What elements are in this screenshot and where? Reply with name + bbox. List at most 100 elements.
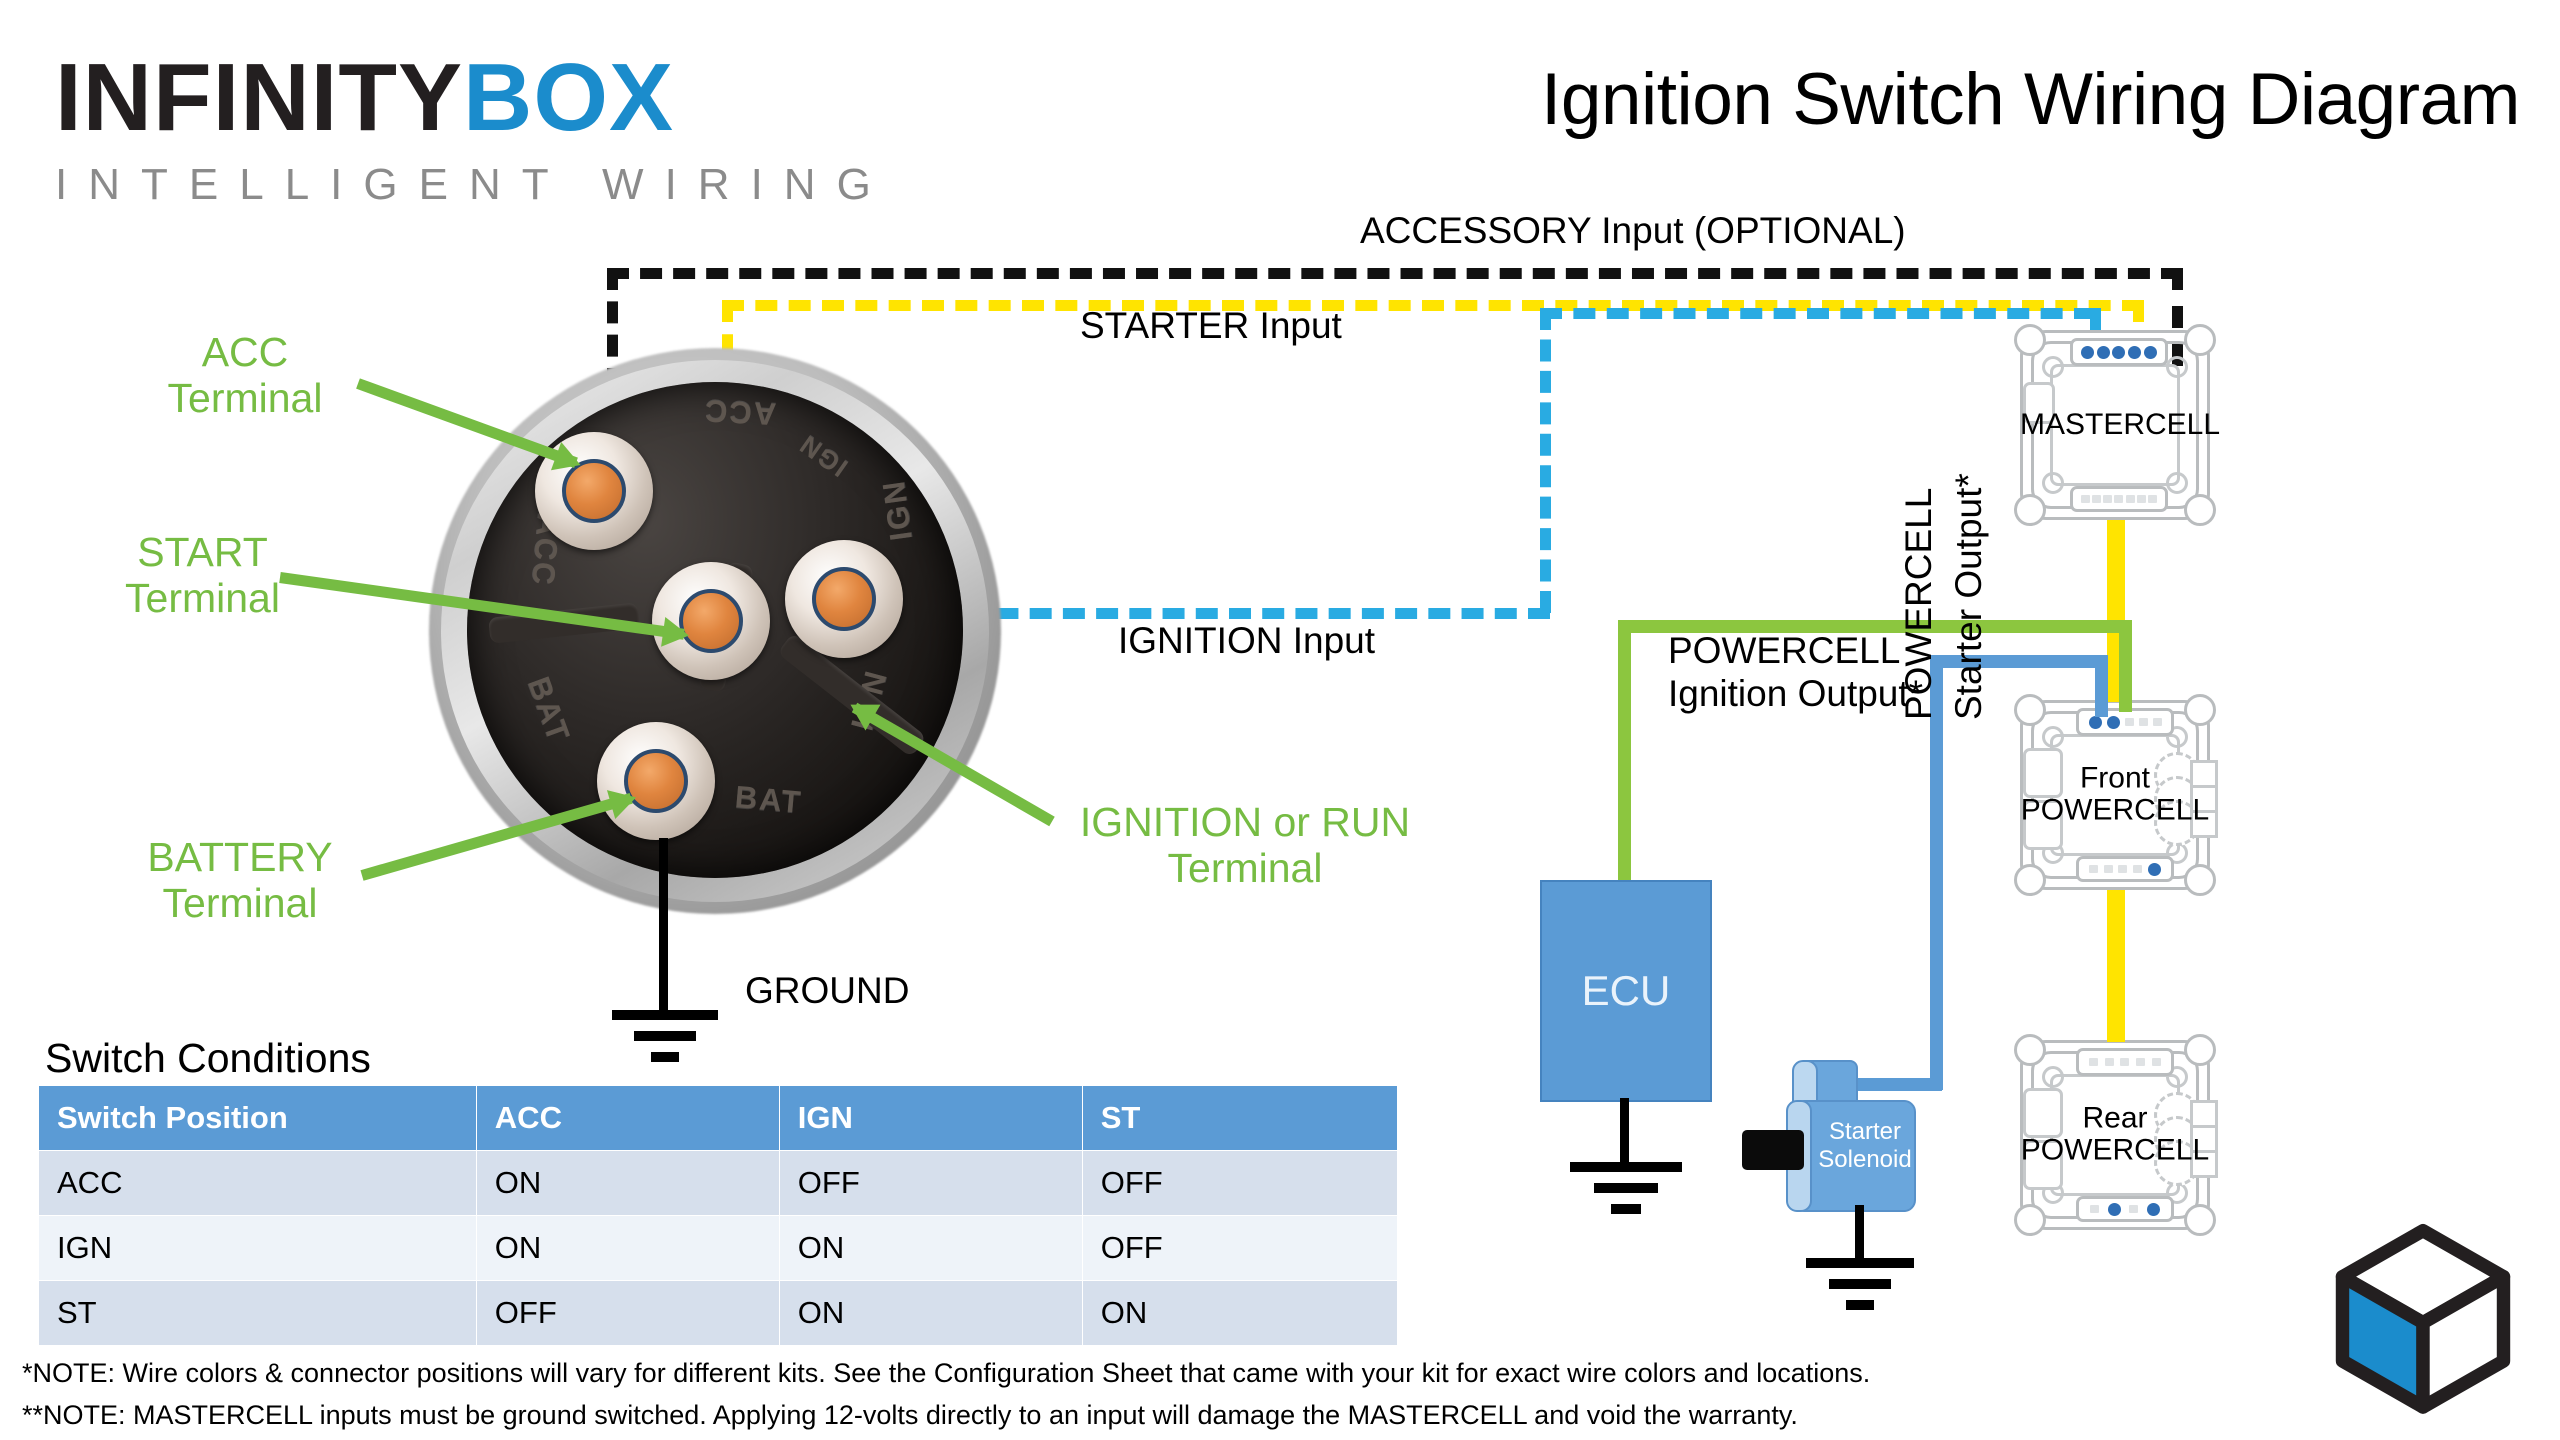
- rear-powercell-tab-3: [2190, 1150, 2218, 1178]
- rear-powercell-output-connector: [2076, 1196, 2174, 1222]
- front-powercell-screw-tr: [2166, 726, 2188, 748]
- emboss-bat-left: BAT: [521, 672, 578, 748]
- rear-powercell-label-l2: POWERCELL: [2020, 1134, 2210, 1167]
- ground-label: GROUND: [745, 970, 910, 1011]
- ignition-run-terminal-callout: IGNITION or RUN Terminal: [1060, 799, 1430, 892]
- ignition-output-wire-horizontal: [1618, 620, 2132, 633]
- front-powercell-ear-br: [2184, 864, 2216, 896]
- terminal-battery: [597, 722, 715, 840]
- table-cell: IGN: [38, 1215, 477, 1281]
- table-header-switch-position: Switch Position: [38, 1085, 477, 1151]
- ignition-output-wire-left-vertical: [1618, 620, 1631, 888]
- network-cable-front-to-rear: [2107, 890, 2125, 1042]
- footnote-mastercell: **NOTE: MASTERCELL inputs must be ground…: [22, 1400, 1798, 1430]
- table-row: IGN ON ON OFF: [38, 1215, 1399, 1281]
- table-header-acc: ACC: [475, 1085, 780, 1151]
- accessory-wire-horizontal: [607, 268, 2183, 279]
- switch-ground-wire: [659, 838, 668, 1016]
- starter-output-wire-top: [1930, 655, 2108, 668]
- rear-powercell-ear-tr: [2184, 1034, 2216, 1066]
- ignition-output-wire-right-vertical: [2119, 620, 2132, 712]
- starter-solenoid: Starter Solenoid: [1742, 1060, 1950, 1220]
- table-cell: ON: [778, 1215, 1083, 1281]
- start-terminal-callout-l2: Terminal: [125, 574, 280, 621]
- pc-start-out-l2: Starter Output*: [1948, 473, 1989, 720]
- ignition-input-label: IGNITION Input: [1118, 620, 1376, 661]
- rear-powercell-side-connector-upper: [2023, 1088, 2063, 1138]
- table-header-st: ST: [1081, 1085, 1399, 1151]
- acc-terminal-callout-l2: Terminal: [167, 374, 323, 421]
- module-front-powercell: Front POWERCELL: [2014, 694, 2218, 896]
- table-cell: OFF: [1081, 1215, 1399, 1281]
- battery-terminal-callout: BATTERY Terminal: [100, 834, 380, 927]
- mastercell-screw-tl: [2042, 356, 2064, 378]
- rear-powercell-label: Rear POWERCELL: [2020, 1101, 2210, 1168]
- starter-wire-horizontal: [722, 300, 2144, 311]
- table-cell: ON: [1081, 1280, 1399, 1346]
- logo-wordmark: INFINITYBOX: [55, 50, 1115, 146]
- ignition-wire-vertical-right: [2090, 308, 2101, 366]
- rear-powercell-screw-tl: [2042, 1066, 2064, 1088]
- starter-input-label: STARTER Input: [1080, 305, 1342, 346]
- switch-conditions-title: Switch Conditions: [45, 1035, 371, 1081]
- ignition-run-callout-l1: IGNITION or RUN: [1079, 799, 1411, 845]
- mastercell-screw-tr: [2166, 356, 2188, 378]
- solenoid-terminal-post: [1742, 1130, 1804, 1170]
- front-powercell-side-connector-lower: [2023, 800, 2063, 850]
- cube-logo-icon: [2308, 1200, 2538, 1430]
- start-terminal-callout-l1: START: [137, 529, 268, 575]
- rear-powercell-side-connector-lower: [2023, 1140, 2063, 1190]
- table-row: ST OFF ON ON: [38, 1280, 1399, 1346]
- table-cell: OFF: [778, 1150, 1083, 1216]
- logo-box-text: BOX: [462, 44, 675, 151]
- front-powercell-input-connector: [2076, 708, 2174, 736]
- brand-logo: INFINITYBOX INTELLIGENT WIRING: [55, 50, 1115, 210]
- mastercell-side-connector: [2023, 382, 2055, 424]
- footnote-wire-colors: *NOTE: Wire colors & connector positions…: [22, 1358, 1871, 1388]
- rear-powercell-label-l1: Rear: [2082, 1101, 2148, 1135]
- table-cell: ON: [778, 1280, 1083, 1346]
- powercell-ignition-output-label: POWERCELL Ignition Output*: [1668, 630, 1998, 715]
- start-terminal-callout: START Terminal: [80, 529, 325, 622]
- front-powercell-label-l1: Front: [2079, 761, 2151, 795]
- module-rear-powercell: Rear POWERCELL: [2014, 1034, 2218, 1236]
- terminal-ign: [785, 540, 903, 658]
- mastercell-output-connector: [2070, 486, 2168, 512]
- ecu-block: ECU: [1540, 880, 1712, 1102]
- table-cell: ST: [38, 1280, 477, 1346]
- mastercell-ear-br: [2184, 494, 2216, 526]
- mastercell-ear-bl: [2014, 494, 2046, 526]
- ignition-wire-horizontal-upper: [1540, 308, 2096, 319]
- front-powercell-label: Front POWERCELL: [2020, 761, 2210, 828]
- acc-terminal-callout-l1: ACC: [201, 329, 289, 375]
- front-powercell-tab-2: [2190, 785, 2218, 813]
- ecu-ground-wire: [1620, 1098, 1629, 1168]
- switch-ground-symbol: [612, 1010, 718, 1062]
- solenoid-ground-symbol: [1806, 1258, 1914, 1310]
- ignition-run-callout-l2: Terminal: [1167, 844, 1323, 891]
- mastercell-outer-shell: [2020, 330, 2210, 520]
- powercell-starter-output-label-2: Starter Output*: [1948, 473, 1990, 720]
- mastercell-input-connector: [2070, 338, 2168, 366]
- rear-powercell-tab-2: [2190, 1125, 2218, 1153]
- switch-conditions-table: Switch Position ACC IGN ST ACC ON OFF OF…: [38, 1085, 1399, 1346]
- logo-infinity-text: INFINITY: [55, 44, 463, 151]
- rear-powercell-screw-tr: [2166, 1066, 2188, 1088]
- ignition-wire-horizontal-lower: [930, 608, 1550, 619]
- front-powercell-tab-3: [2190, 810, 2218, 838]
- mastercell-ear-tl: [2014, 324, 2046, 356]
- rear-powercell-ear-br: [2184, 1204, 2216, 1236]
- solenoid-label: Starter Solenoid: [1810, 1118, 1920, 1173]
- solenoid-ground-wire: [1855, 1205, 1864, 1263]
- table-header-row: Switch Position ACC IGN ST: [38, 1085, 1399, 1151]
- emboss-ign-upper: IGN: [792, 428, 853, 484]
- front-powercell-ear-bl: [2014, 864, 2046, 896]
- emboss-acc-top: ACC: [702, 393, 778, 432]
- mastercell-screw-bl: [2042, 472, 2064, 494]
- accessory-input-label: ACCESSORY Input (OPTIONAL): [1360, 210, 1906, 251]
- table-row: ACC ON OFF OFF: [38, 1150, 1399, 1216]
- front-powercell-screw-tl: [2042, 726, 2064, 748]
- table-cell: ACC: [38, 1150, 477, 1216]
- front-powercell-ear-tl: [2014, 694, 2046, 726]
- solenoid-label-l1: Starter: [1828, 1118, 1902, 1145]
